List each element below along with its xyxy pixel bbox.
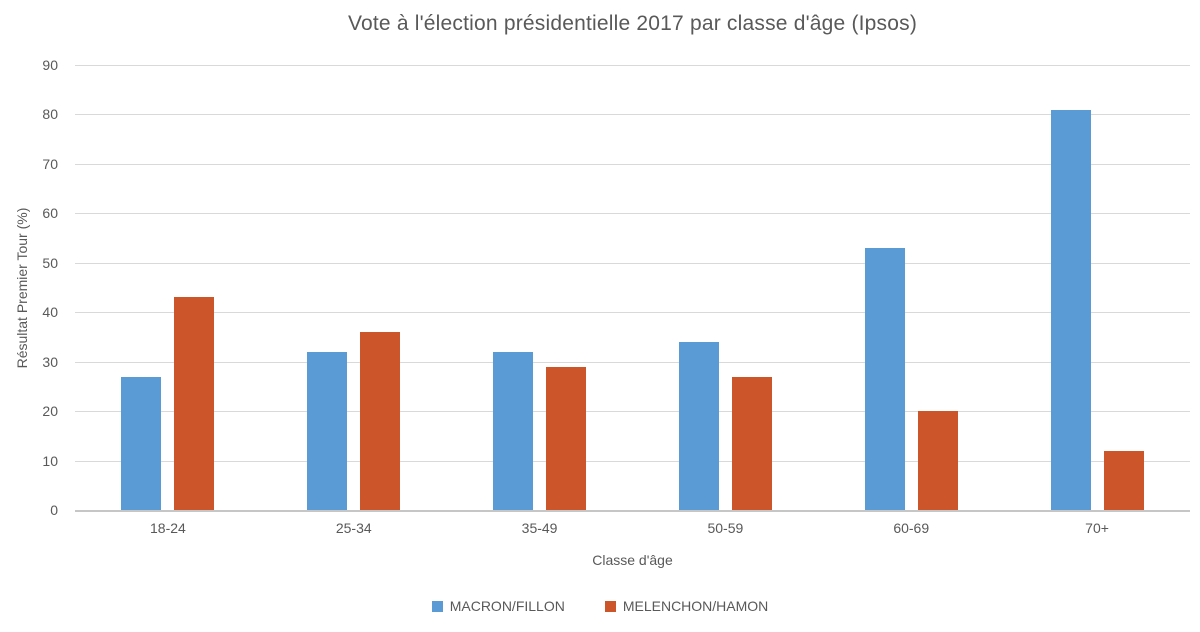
gridline (75, 114, 1190, 116)
y-tick-label: 30 (42, 353, 58, 370)
chart-title: Vote à l'élection présidentielle 2017 pa… (347, 12, 918, 35)
bar-melenchon-hamon-50-59 (731, 376, 772, 510)
legend-label: MACRON/FILLON (449, 598, 565, 614)
plot-area (75, 65, 1190, 512)
legend-swatch-icon (431, 600, 443, 612)
bars-layer (75, 65, 1190, 510)
bar-group-18-24 (75, 65, 261, 510)
bar-macron-fillon-60-69 (864, 247, 905, 510)
bar-macron-fillon-35-49 (493, 351, 534, 510)
x-tick-label: 60-69 (893, 520, 930, 536)
gridline (75, 361, 1190, 363)
legend-label: MELENCHON/HAMON (622, 598, 769, 614)
x-tick-label: 18-24 (150, 520, 186, 536)
bar-macron-fillon-70+ (1050, 109, 1091, 510)
bar-melenchon-hamon-25-34 (360, 332, 401, 510)
x-axis-tick-labels: 18-24 25-34 35-49 50-59 60-69 70+ (75, 520, 1190, 536)
gridline (75, 65, 1190, 66)
bar-melenchon-hamon-18-24 (174, 297, 215, 510)
y-tick-label: 20 (42, 403, 58, 420)
gridline (75, 460, 1190, 462)
bar-group-35-49 (447, 65, 633, 510)
bar-macron-fillon-25-34 (307, 351, 348, 510)
legend-item: MELENCHON/HAMON (604, 598, 769, 614)
gridline (75, 163, 1190, 165)
legend-item: MACRON/FILLON (431, 598, 565, 614)
x-tick-label: 70+ (1085, 520, 1109, 536)
y-tick-label: 40 (42, 304, 58, 321)
x-tick-label: 50-59 (707, 520, 744, 536)
gridline (75, 411, 1190, 413)
bar-melenchon-hamon-60-69 (917, 411, 958, 510)
bar-melenchon-hamon-35-49 (546, 366, 587, 510)
gridline (75, 262, 1190, 264)
y-tick-label: 50 (42, 254, 58, 271)
gridline (75, 213, 1190, 215)
y-tick-label: 60 (42, 205, 58, 222)
chart-legend: MACRON/FILLON MELENCHON/HAMON (0, 598, 1200, 614)
bar-group-50-59 (632, 65, 818, 510)
bar-macron-fillon-50-59 (678, 341, 719, 510)
bar-group-70+ (1004, 65, 1190, 510)
bar-group-25-34 (261, 65, 447, 510)
x-tick-label: 35-49 (521, 520, 558, 536)
y-tick-label: 10 (42, 452, 58, 469)
bar-melenchon-hamon-70+ (1103, 450, 1144, 510)
y-axis-tick-labels: 0 10 20 30 40 50 60 70 80 90 (0, 57, 58, 518)
y-tick-label: 0 (50, 502, 58, 518)
y-tick-label: 80 (42, 106, 58, 123)
bar-group-60-69 (818, 65, 1004, 510)
legend-swatch-icon (604, 600, 616, 612)
x-axis-title: Classe d'âge (592, 552, 673, 568)
gridline (75, 312, 1190, 314)
x-axis-line (75, 510, 1190, 512)
y-tick-label: 90 (42, 57, 58, 73)
x-tick-label: 25-34 (335, 520, 372, 536)
y-tick-label: 70 (42, 155, 58, 172)
bar-macron-fillon-18-24 (121, 376, 162, 510)
